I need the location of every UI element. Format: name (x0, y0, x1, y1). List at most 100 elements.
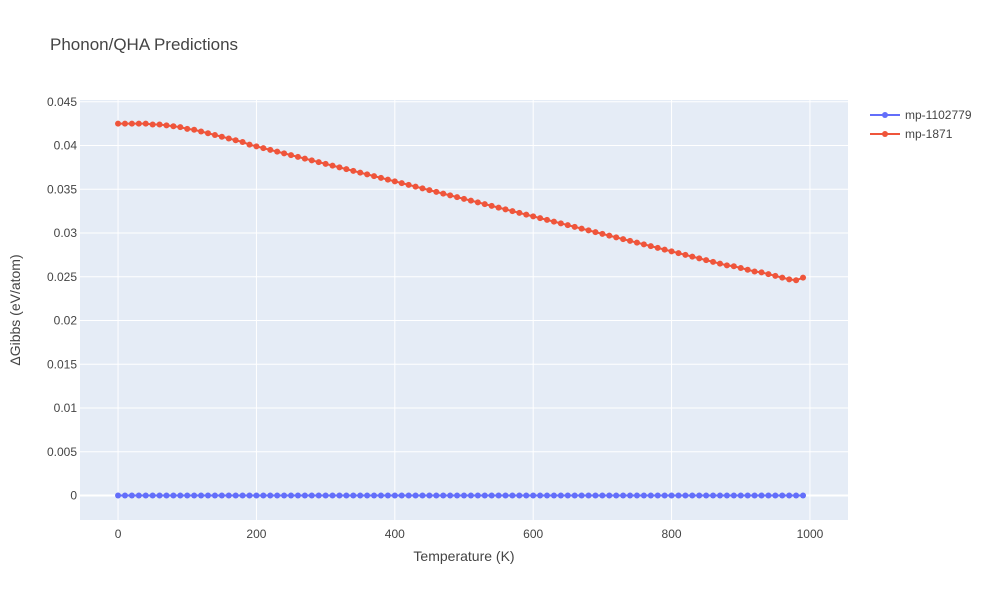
y-tick-label: 0.025 (47, 270, 77, 284)
data-point (336, 492, 343, 499)
data-point (419, 185, 426, 192)
data-point (198, 492, 205, 499)
data-point (758, 269, 765, 276)
data-point (481, 201, 488, 208)
y-tick-label: 0.045 (47, 95, 77, 109)
data-point (661, 492, 668, 499)
data-point (315, 159, 322, 166)
data-point (405, 492, 412, 499)
data-point (294, 492, 301, 499)
data-point (488, 492, 495, 499)
chart-title: Phonon/QHA Predictions (50, 35, 238, 54)
data-point (640, 492, 647, 499)
data-point (315, 492, 322, 499)
data-point (516, 209, 523, 216)
data-point (426, 492, 433, 499)
data-point (564, 222, 571, 229)
data-point (620, 236, 627, 243)
y-tick-label: 0.03 (54, 226, 78, 240)
legend-item[interactable]: mp-1102779 (870, 108, 972, 122)
data-point (142, 492, 149, 499)
data-point (578, 225, 585, 232)
data-point (281, 492, 288, 499)
data-point (530, 213, 537, 220)
data-point (633, 239, 640, 246)
data-point (294, 153, 301, 160)
data-point (640, 241, 647, 248)
legend[interactable]: mp-1102779 mp-1871 (870, 108, 972, 141)
data-point (357, 169, 364, 176)
series-layer (115, 120, 807, 499)
data-point (170, 123, 177, 130)
data-point (661, 246, 668, 253)
data-point (682, 492, 689, 499)
data-point (772, 272, 779, 279)
x-tick-label: 400 (385, 527, 405, 541)
data-point (620, 492, 627, 499)
data-point (149, 492, 156, 499)
series-line (118, 122, 804, 282)
legend-item[interactable]: mp-1871 (870, 127, 953, 141)
data-point (481, 492, 488, 499)
y-tick-label: 0 (70, 489, 77, 503)
data-point (377, 174, 384, 181)
data-point (384, 176, 391, 183)
data-point (232, 492, 239, 499)
data-point (613, 492, 620, 499)
data-point (730, 263, 737, 270)
data-point (308, 492, 315, 499)
data-point (343, 492, 350, 499)
data-point (405, 181, 412, 188)
data-point (800, 492, 807, 499)
data-point (267, 492, 274, 499)
data-point (205, 130, 211, 137)
data-point (647, 492, 654, 499)
data-point (668, 492, 675, 499)
data-point (488, 202, 495, 209)
data-point (191, 492, 198, 499)
data-point (447, 492, 454, 499)
data-point (633, 492, 640, 499)
data-point (391, 492, 398, 499)
x-tick-label: 1000 (797, 527, 824, 541)
data-point (384, 492, 391, 499)
data-point (537, 215, 544, 222)
data-point (668, 248, 675, 255)
data-point (544, 216, 551, 223)
x-tick-label: 800 (662, 527, 682, 541)
data-point (710, 258, 717, 265)
data-point (163, 492, 170, 499)
data-point (800, 274, 807, 281)
y-tick-label: 0.02 (54, 314, 78, 328)
data-point (613, 234, 620, 241)
data-point (426, 187, 433, 194)
data-point (571, 223, 578, 230)
data-point (218, 133, 225, 140)
data-point (557, 492, 564, 499)
data-point (696, 492, 703, 499)
data-point (184, 125, 191, 132)
data-point (723, 262, 730, 269)
series-mp-1102779 (115, 492, 807, 499)
data-point (371, 492, 378, 499)
data-point (364, 492, 371, 499)
data-point (322, 160, 329, 167)
data-point (211, 132, 218, 138)
data-point (371, 173, 378, 180)
data-point (288, 152, 295, 159)
data-point (364, 171, 371, 178)
data-point (578, 492, 585, 499)
data-point (737, 492, 744, 499)
data-point (744, 266, 751, 273)
legend-swatch-marker (882, 112, 888, 118)
x-tick-label: 200 (246, 527, 266, 541)
data-point (239, 139, 246, 145)
data-point (301, 492, 308, 499)
data-point (737, 265, 744, 271)
data-point (121, 120, 128, 127)
data-point (730, 492, 737, 499)
y-axis-ticks: 0 0.005 0.01 0.015 0.02 0.025 0.03 0.035 0.04 0.0… (47, 95, 77, 503)
data-point (433, 188, 440, 195)
data-point (585, 227, 592, 234)
